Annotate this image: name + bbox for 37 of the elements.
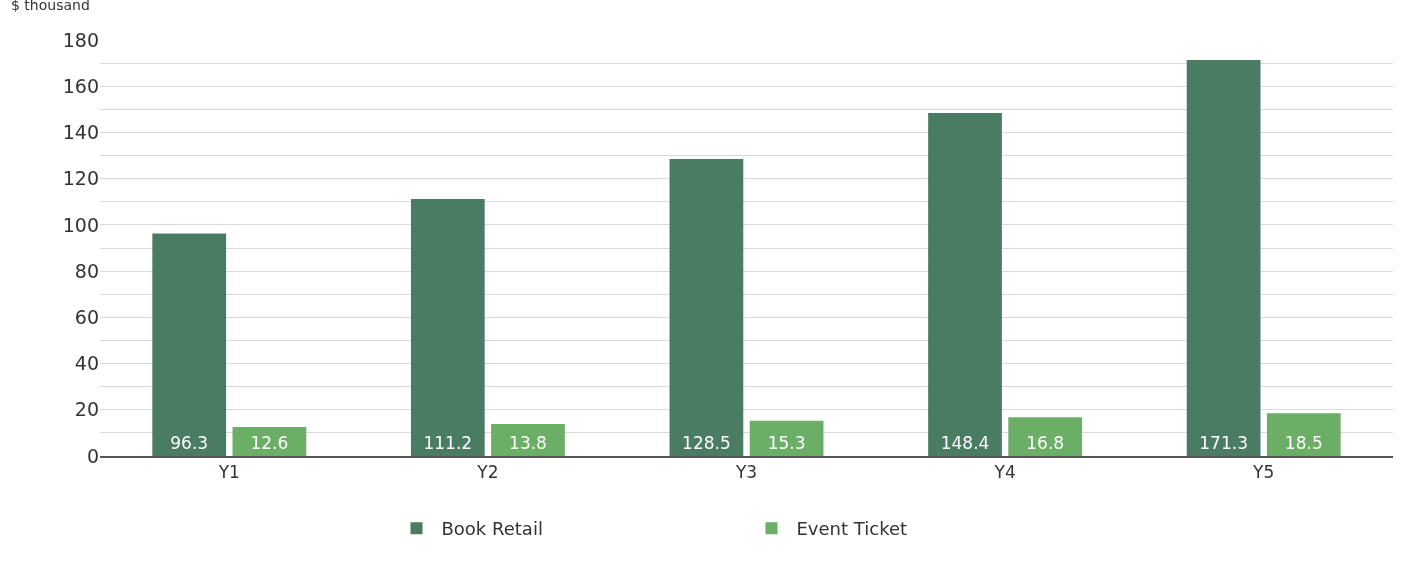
bar xyxy=(1186,60,1261,456)
data-label: 12.6 xyxy=(250,433,289,453)
x-tick-label: Y5 xyxy=(1252,462,1275,483)
bar xyxy=(928,113,1002,456)
bar xyxy=(749,420,824,456)
data-label: 128.5 xyxy=(682,433,731,453)
y-tick-label: 60 xyxy=(74,305,99,328)
x-tick-label: Y4 xyxy=(993,462,1016,483)
legend-label: Book Retail xyxy=(441,518,543,540)
bar xyxy=(669,159,744,456)
data-label: 96.3 xyxy=(170,433,209,453)
y-tick-label: 140 xyxy=(62,121,99,144)
y-tick-label: 80 xyxy=(74,259,99,282)
data-label: 16.8 xyxy=(1026,433,1065,453)
y-tick-label: 0 xyxy=(86,444,99,467)
bar xyxy=(152,233,227,456)
y-axis-title: $ thousand xyxy=(11,0,90,13)
x-tick-label: Y2 xyxy=(476,462,499,483)
data-label: 148.4 xyxy=(940,433,990,453)
y-tick-label: 120 xyxy=(62,167,99,190)
y-tick-label: 40 xyxy=(74,352,99,375)
data-label: 171.3 xyxy=(1199,433,1248,453)
legend-label: Event Ticket xyxy=(796,518,908,540)
y-tick-label: 160 xyxy=(62,74,99,97)
data-label: 15.3 xyxy=(767,433,806,453)
y-tick-label: 100 xyxy=(62,213,99,236)
data-label: 13.8 xyxy=(509,433,547,453)
bar xyxy=(1266,413,1341,456)
y-tick-label: 20 xyxy=(74,398,99,421)
bar xyxy=(491,424,565,456)
y-tick-label: 180 xyxy=(62,28,99,51)
x-tick-label: Y3 xyxy=(734,462,758,483)
bar xyxy=(1008,417,1083,456)
x-tick-label: Y1 xyxy=(217,462,240,483)
data-label: 111.2 xyxy=(423,433,473,453)
bar xyxy=(410,199,485,456)
data-label: 18.5 xyxy=(1284,433,1323,453)
